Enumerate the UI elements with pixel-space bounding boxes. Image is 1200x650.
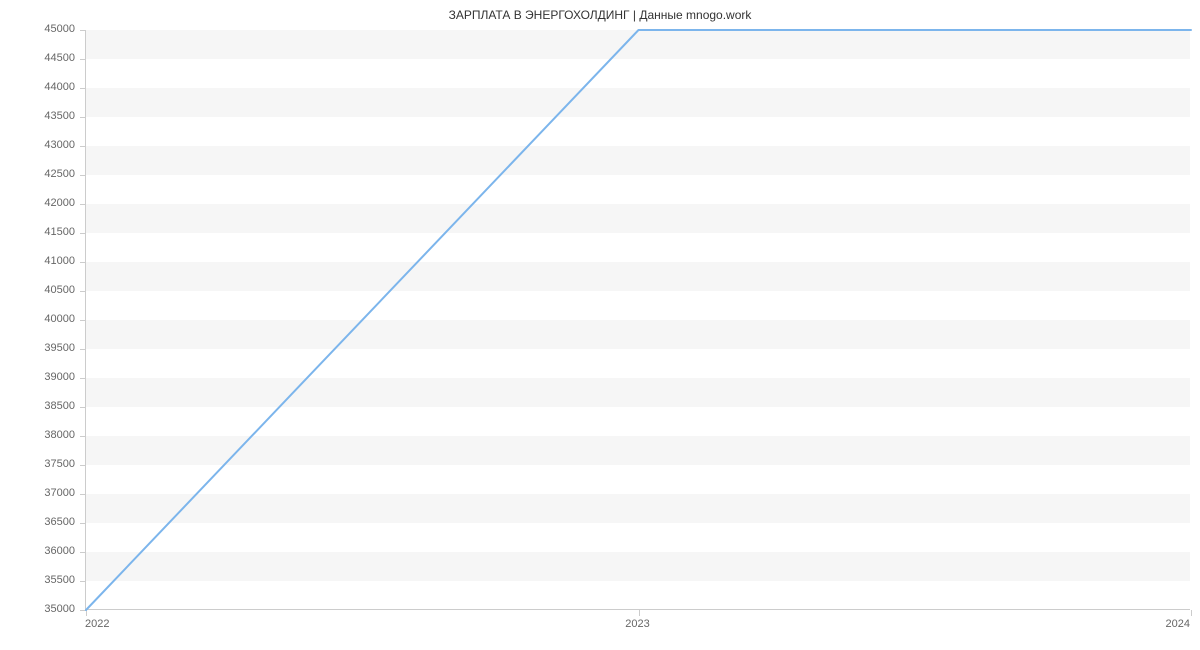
y-tick-label: 36500 xyxy=(44,516,75,528)
y-tick-label: 35500 xyxy=(44,574,75,586)
y-tick-label: 44000 xyxy=(44,81,75,93)
series-layer xyxy=(86,30,1191,610)
x-tick-mark xyxy=(639,610,640,616)
y-tick-label: 45000 xyxy=(44,23,75,35)
salary-line-chart: ЗАРПЛАТА В ЭНЕРГОХОЛДИНГ | Данные mnogo.… xyxy=(0,0,1200,650)
x-tick-label: 2024 xyxy=(1160,618,1190,630)
y-tick-label: 42000 xyxy=(44,197,75,209)
y-tick-label: 41000 xyxy=(44,255,75,267)
x-tick-label: 2022 xyxy=(85,618,109,630)
y-tick-label: 42500 xyxy=(44,168,75,180)
y-tick-label: 40500 xyxy=(44,284,75,296)
plot-area xyxy=(85,30,1190,610)
y-tick-label: 39000 xyxy=(44,371,75,383)
chart-title: ЗАРПЛАТА В ЭНЕРГОХОЛДИНГ | Данные mnogo.… xyxy=(0,8,1200,22)
y-tick-label: 39500 xyxy=(44,342,75,354)
y-tick-label: 44500 xyxy=(44,52,75,64)
series-line-salary xyxy=(86,30,1191,610)
x-tick-label: 2023 xyxy=(618,618,658,630)
y-tick-label: 37000 xyxy=(44,487,75,499)
y-tick-label: 38000 xyxy=(44,429,75,441)
y-tick-label: 36000 xyxy=(44,545,75,557)
y-tick-label: 38500 xyxy=(44,400,75,412)
y-tick-label: 37500 xyxy=(44,458,75,470)
x-tick-mark xyxy=(1191,610,1192,616)
y-tick-label: 43500 xyxy=(44,110,75,122)
y-tick-label: 43000 xyxy=(44,139,75,151)
y-tick-label: 35000 xyxy=(44,603,75,615)
y-tick-label: 41500 xyxy=(44,226,75,238)
y-tick-label: 40000 xyxy=(44,313,75,325)
